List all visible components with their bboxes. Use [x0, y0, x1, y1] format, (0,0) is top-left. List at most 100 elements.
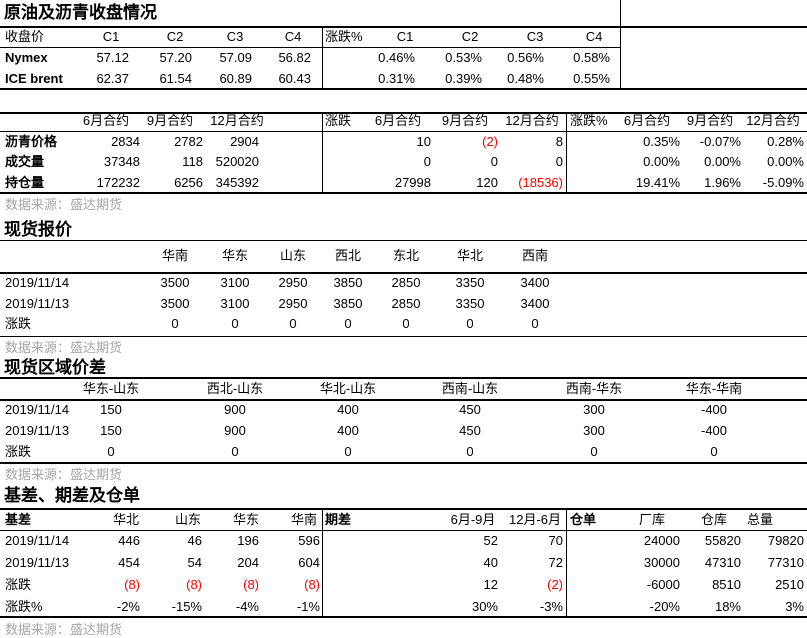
- table-cell: 0: [344, 316, 352, 331]
- table-cell: 55820: [704, 533, 741, 548]
- table-cell: 0.46%: [378, 50, 415, 65]
- column-header: 西北-山东: [206, 381, 264, 396]
- column-header: C1: [396, 29, 414, 44]
- column-header: 东北: [392, 248, 420, 263]
- table-cell: 12: [483, 577, 498, 592]
- table-cell: 57.20: [159, 50, 192, 65]
- column-header: 西北: [334, 248, 362, 263]
- column-header: C3: [226, 29, 244, 44]
- column-header: 华北-山东: [319, 381, 377, 396]
- table-cell: (8): [186, 577, 202, 592]
- table-cell: 400: [337, 402, 359, 417]
- row-label: 2019/11/13: [5, 555, 70, 570]
- table-cell: 3350: [455, 296, 485, 311]
- section-title-basis-spread-warrant: 基差、期差及仓单: [4, 486, 140, 505]
- table-cell: 8510: [712, 577, 741, 592]
- table-cell: 900: [224, 423, 246, 438]
- column-header: 9月合约: [686, 113, 734, 128]
- table-cell: 40: [483, 555, 498, 570]
- row-label: 涨跌: [5, 577, 32, 592]
- table-cell: 0.55%: [573, 71, 610, 86]
- column-header: C3: [526, 29, 544, 44]
- table-cell: 204: [237, 555, 259, 570]
- table-cell: 6256: [174, 175, 203, 190]
- section-title-crude-asphalt: 原油及沥青收盘情况: [4, 3, 157, 22]
- column-header: 华南: [161, 248, 189, 263]
- table-cell: 52: [483, 533, 498, 548]
- table-cell: 172232: [96, 175, 140, 190]
- divider: [0, 399, 807, 401]
- table-cell: 18%: [714, 599, 741, 614]
- divider: [0, 508, 807, 510]
- column-header: 12月合约: [505, 113, 559, 128]
- table-cell: 0: [171, 316, 179, 331]
- table-cell: 61.54: [159, 71, 192, 86]
- row-label: 2019/11/13: [5, 423, 70, 438]
- data-source: 数据来源：盛达期货: [5, 467, 123, 482]
- table-cell: 0: [466, 316, 474, 331]
- table-cell: 0: [466, 444, 474, 459]
- table-cell: 37348: [103, 154, 140, 169]
- table-cell: (8): [304, 577, 320, 592]
- table-cell: 3100: [220, 296, 250, 311]
- table-cell: 0: [531, 316, 539, 331]
- table-cell: 446: [118, 533, 140, 548]
- divider: [0, 377, 807, 379]
- table-cell: 596: [298, 533, 320, 548]
- table-cell: 30000: [643, 555, 680, 570]
- table-cell: 2834: [111, 134, 140, 149]
- table-cell: 900: [224, 402, 246, 417]
- table-cell: 56.82: [278, 50, 311, 65]
- table-cell: -5.09%: [762, 175, 804, 190]
- table-cell: 8: [555, 134, 563, 149]
- row-label: Nymex: [5, 50, 48, 65]
- column-header: 6月合约: [623, 113, 671, 128]
- table-cell: -6000: [646, 577, 680, 592]
- divider: [0, 530, 807, 531]
- table-cell: 70: [548, 533, 563, 548]
- data-source: 数据来源：盛达期货: [5, 622, 123, 637]
- table-cell: 300: [583, 423, 605, 438]
- table-cell: 2850: [391, 296, 421, 311]
- column-header: 华南: [290, 512, 318, 527]
- column-header: 收盘价: [5, 29, 45, 44]
- table-cell: 345392: [215, 175, 259, 190]
- table-cell: 54: [187, 555, 202, 570]
- data-source: 数据来源：盛达期货: [5, 340, 123, 355]
- table-cell: (8): [243, 577, 259, 592]
- column-header: 6月合约: [82, 113, 130, 128]
- table-cell: 0: [710, 444, 718, 459]
- table-cell: -400: [700, 423, 728, 438]
- column-header: 华东: [232, 512, 260, 527]
- column-header: 仓库: [700, 512, 728, 527]
- table-cell: 2850: [391, 275, 421, 290]
- table-cell: 0: [231, 316, 239, 331]
- divider: [0, 272, 807, 274]
- column-header: 涨跌%: [570, 113, 608, 128]
- column-header: 涨跌%: [325, 29, 363, 44]
- column-header: 西南-华东: [565, 381, 623, 396]
- table-cell: -400: [700, 402, 728, 417]
- column-header: 基差: [5, 512, 32, 527]
- table-cell: 3850: [333, 275, 363, 290]
- divider: [322, 510, 323, 617]
- table-cell: 0.31%: [378, 71, 415, 86]
- divider: [0, 192, 807, 194]
- table-cell: 57.09: [219, 50, 252, 65]
- column-header: 华北: [112, 512, 140, 527]
- table-cell: 0: [490, 154, 498, 169]
- row-label: 2019/11/14: [5, 533, 70, 548]
- divider: [0, 112, 807, 114]
- table-cell: 150: [100, 402, 122, 417]
- column-header: 总量: [746, 512, 774, 527]
- table-cell: 3500: [160, 296, 190, 311]
- row-label: 2019/11/14: [5, 275, 70, 290]
- table-cell: 3100: [220, 275, 250, 290]
- data-source: 数据来源：盛达期货: [5, 197, 123, 212]
- table-cell: 0: [402, 316, 410, 331]
- table-cell: 2950: [278, 296, 308, 311]
- table-cell: 2904: [230, 134, 259, 149]
- table-cell: 0.53%: [445, 50, 482, 65]
- row-label: 沥青价格: [5, 134, 58, 149]
- table-cell: -20%: [649, 599, 680, 614]
